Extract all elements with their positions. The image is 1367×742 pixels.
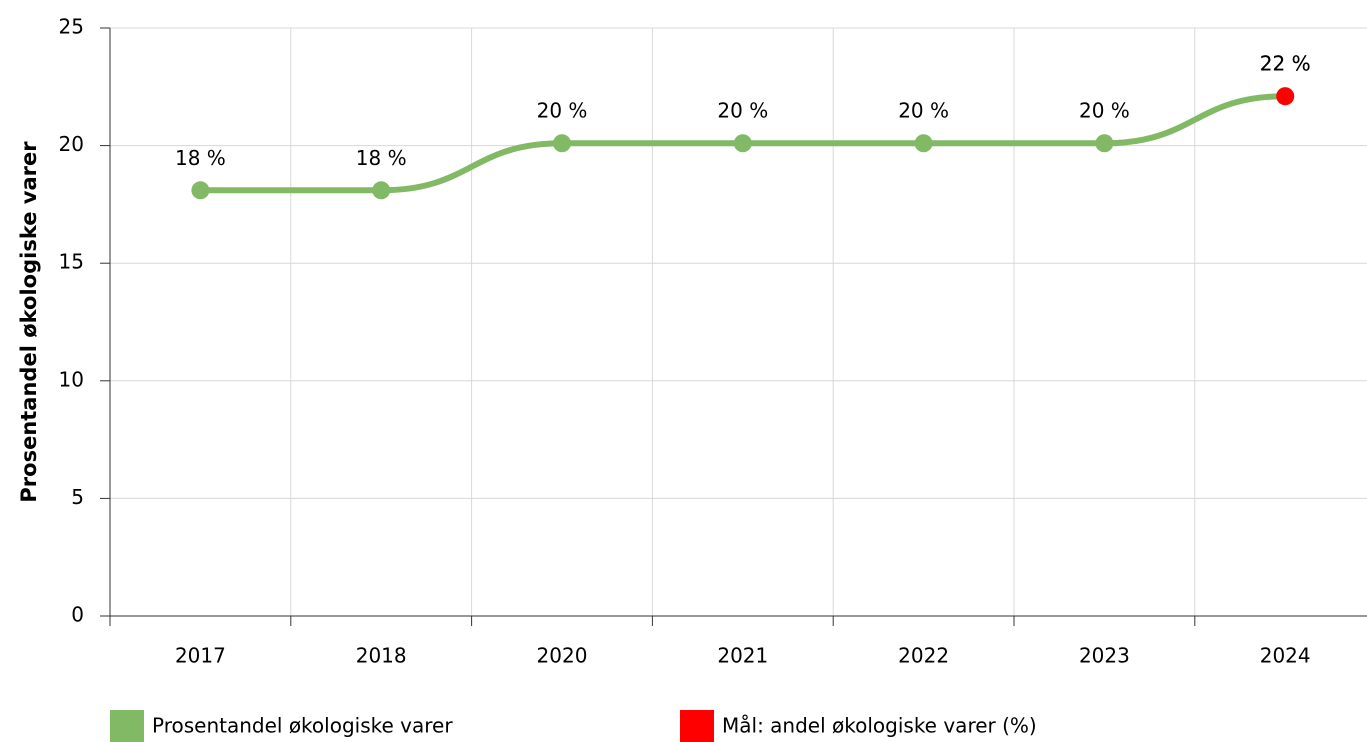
data-label: 20 % <box>537 99 588 123</box>
x-tick-label: 2020 <box>537 644 588 668</box>
point <box>553 134 571 153</box>
y-tick-label: 0 <box>71 603 84 627</box>
y-tick-label: 25 <box>59 15 84 39</box>
legend-swatch <box>110 710 144 742</box>
y-axis-title: Prosentandel økologiske varer <box>17 141 41 503</box>
point <box>1095 134 1114 153</box>
y-tick-label: 20 <box>59 132 84 156</box>
x-tick-label: 2017 <box>175 644 226 668</box>
point <box>914 134 933 153</box>
x-tick-label: 2024 <box>1260 644 1311 668</box>
x-tick-label: 2018 <box>356 644 407 668</box>
x-tick-label: 2021 <box>717 644 768 668</box>
y-tick-label: 15 <box>59 250 84 274</box>
x-tick-label: 2023 <box>1079 644 1130 668</box>
data-label: 20 % <box>1079 99 1130 123</box>
data-label: 18 % <box>175 146 226 170</box>
legend-label: Prosentandel økologiske varer <box>152 714 453 738</box>
legend-label: Mål: andel økologiske varer (%) <box>722 714 1037 738</box>
legend-swatch <box>680 710 714 742</box>
data-label: 22 % <box>1260 52 1311 76</box>
point <box>733 134 752 153</box>
y-tick-label: 5 <box>71 485 84 509</box>
data-label: 20 % <box>898 99 949 123</box>
point <box>191 181 210 200</box>
data-label: 22 % <box>1260 52 1311 76</box>
data-label: 20 % <box>717 99 768 123</box>
x-tick-label: 2022 <box>898 644 949 668</box>
data-label: 18 % <box>356 146 407 170</box>
point <box>372 181 391 200</box>
y-tick-label: 10 <box>59 367 84 391</box>
point <box>1276 87 1295 106</box>
